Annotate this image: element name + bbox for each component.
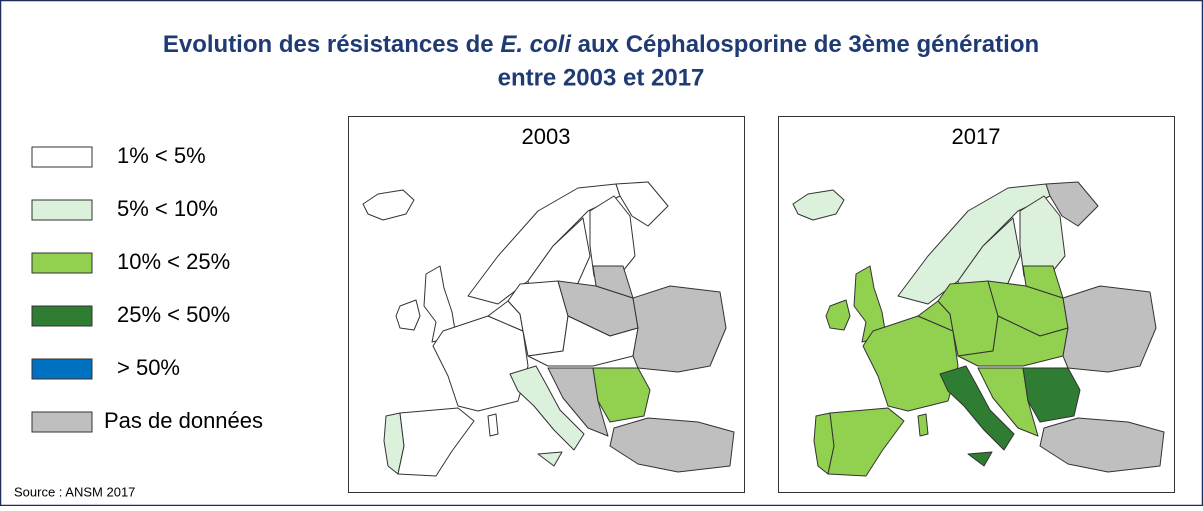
country-russia-north	[1045, 181, 1099, 227]
country-turkey	[1039, 417, 1165, 473]
maps: 2003 2017	[348, 116, 1175, 493]
country-russia-north	[615, 181, 669, 227]
legend-label: 10% < 25%	[117, 249, 230, 274]
country-ireland	[395, 299, 421, 331]
legend-swatch	[31, 199, 93, 221]
map: 2017	[778, 116, 1175, 493]
legend-swatch	[31, 411, 93, 433]
legend-swatch	[31, 252, 93, 274]
title-part: Evolution des résistances de	[163, 31, 494, 58]
country-finland	[589, 195, 636, 283]
title-line-2: entre 2003 et 2017	[498, 64, 705, 91]
title-line-1: Evolution des résistances de E. coli aux…	[163, 31, 1039, 58]
map-label: 2003	[522, 124, 571, 149]
country-turkey	[609, 417, 735, 473]
country-spain	[827, 407, 905, 477]
legend-swatch	[31, 305, 93, 327]
map: 2003	[348, 116, 745, 493]
country-italy	[939, 365, 1015, 451]
title-italic: E. coli	[500, 31, 572, 58]
country-sicily	[967, 451, 993, 467]
country-east	[1062, 285, 1157, 373]
legend-label: > 50%	[117, 355, 180, 380]
legend-swatch	[31, 358, 93, 380]
country-iceland	[362, 189, 415, 221]
source: Source : ANSM 2017	[14, 484, 135, 499]
legend-label: 25% < 50%	[117, 302, 230, 327]
country-iceland	[792, 189, 845, 221]
legend-swatch	[31, 146, 93, 168]
country-italy	[509, 365, 585, 451]
legend-label: Pas de données	[104, 408, 263, 433]
country-sardinia	[917, 413, 929, 437]
title-part: aux Céphalosporine de 3ème génération	[578, 31, 1039, 58]
country-ireland	[825, 299, 851, 331]
country-finland	[1019, 195, 1066, 283]
legend-label: 5% < 10%	[117, 196, 218, 221]
country-east	[632, 285, 727, 373]
legend: 1% < 5% 5% < 10% 10% < 25% 25% < 50% > 50% Pa…	[31, 143, 263, 433]
legend-label: 1% < 5%	[117, 143, 206, 168]
country-sardinia	[487, 413, 499, 437]
map-label: 2017	[952, 124, 1001, 149]
country-spain	[397, 407, 475, 477]
country-sicily	[537, 451, 563, 467]
